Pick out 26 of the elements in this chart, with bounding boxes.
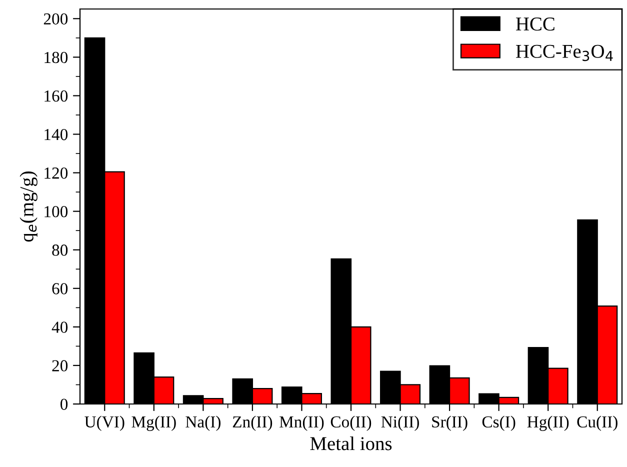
x-tick-label: Ni(II) (381, 416, 419, 431)
y-tick-label: 20 (52, 360, 68, 372)
x-tick-label: Zn(II) (232, 416, 272, 431)
x-tick-label: Na(I) (186, 416, 220, 431)
x-tick-label: Mn(II) (280, 416, 324, 431)
y-tick-label: 100 (44, 206, 68, 218)
y-axis-title: q$_{e}$(mg/g) (20, 171, 38, 242)
y-tick-label: 180 (44, 52, 68, 64)
x-tick-label: Cu(II) (577, 416, 618, 431)
x-axis-title: Metal ions (310, 436, 392, 450)
x-tick-label: Sr(II) (432, 416, 468, 431)
y-tick-label: 0 (60, 398, 68, 410)
x-tick-label: Mg(II) (132, 416, 176, 431)
x-tick-label: U(VI) (84, 416, 124, 431)
x-tick-label: Cs(I) (482, 416, 516, 431)
y-tick-label: 80 (52, 244, 68, 256)
y-tick-label: 160 (44, 90, 68, 102)
x-tick-label: Co(II) (330, 416, 372, 431)
y-tick-label: 40 (52, 322, 68, 333)
y-tick-label: 200 (44, 13, 68, 25)
legend-label: HCC (516, 18, 554, 31)
legend-label: HCC-Fe$_{3}$O$_{4}$ (516, 44, 613, 62)
y-tick-label: 140 (44, 128, 68, 140)
x-tick-label: Hg(II) (527, 416, 569, 431)
y-tick-label: 120 (44, 167, 68, 179)
y-tick-label: 60 (52, 283, 68, 294)
